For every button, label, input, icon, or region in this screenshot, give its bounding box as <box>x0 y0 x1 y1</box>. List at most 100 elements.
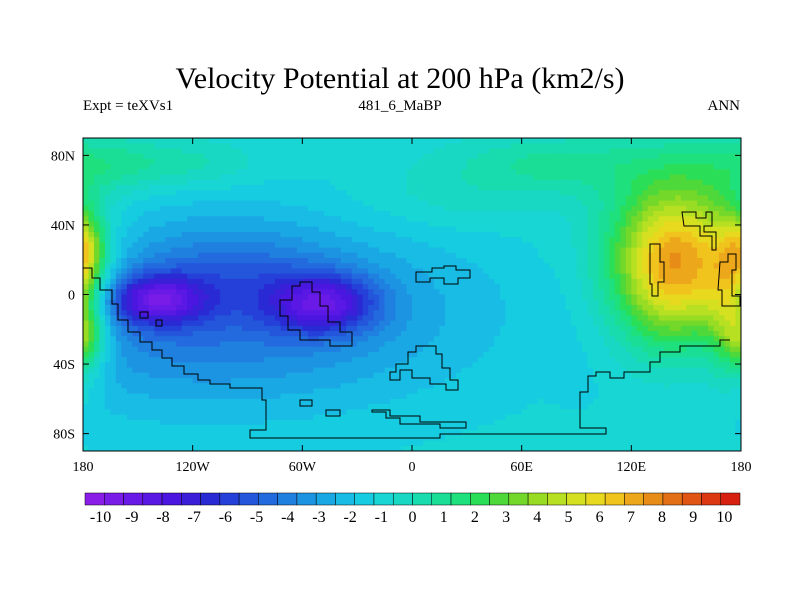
field-cell <box>379 195 386 202</box>
field-cell <box>252 315 260 322</box>
field-cell <box>154 138 161 144</box>
field-cell <box>560 153 567 160</box>
field-cell <box>176 221 183 228</box>
field-cell <box>181 299 188 306</box>
field-cell <box>653 195 660 202</box>
field-cell <box>181 174 188 181</box>
field-cell <box>280 216 287 223</box>
field-cell <box>159 174 166 181</box>
field-cell <box>170 315 177 322</box>
field-cell <box>538 174 545 181</box>
field-cell <box>115 242 122 249</box>
field-cell <box>362 252 369 259</box>
field-cell <box>439 216 446 223</box>
field-cell <box>159 273 166 280</box>
field-cell <box>269 273 276 280</box>
field-cell <box>620 320 627 327</box>
field-cell <box>499 158 506 165</box>
field-cell <box>587 310 594 316</box>
field-cell <box>220 205 227 212</box>
field-cell <box>571 284 578 290</box>
field-cell <box>302 237 309 243</box>
field-cell <box>719 304 726 311</box>
field-cell <box>697 169 704 176</box>
field-cell <box>708 169 715 176</box>
field-cell <box>143 221 150 228</box>
field-cell <box>280 221 287 228</box>
field-cell <box>242 153 249 160</box>
field-cell <box>581 273 589 280</box>
field-cell <box>401 315 408 322</box>
field-cell <box>351 221 358 228</box>
field-cell <box>302 190 309 196</box>
field-cell <box>384 148 391 155</box>
field-cell <box>560 221 567 228</box>
field-cell <box>132 169 139 176</box>
field-cell <box>335 179 342 186</box>
field-cell <box>581 278 589 285</box>
field-cell <box>280 299 287 306</box>
field-cell <box>439 331 446 337</box>
field-cell <box>285 304 292 311</box>
field-cell <box>598 184 605 191</box>
field-cell <box>104 184 112 191</box>
field-cell <box>664 247 671 254</box>
field-cell <box>697 247 704 254</box>
field-cell <box>198 278 205 285</box>
field-cell <box>444 252 451 259</box>
field-cell <box>603 304 610 311</box>
field-cell <box>148 221 155 228</box>
field-cell <box>324 336 331 343</box>
field-cell <box>170 143 177 150</box>
field-cell <box>636 310 643 316</box>
field-cell <box>121 263 128 270</box>
field-cell <box>560 216 567 223</box>
field-cell <box>170 341 177 348</box>
field-cell <box>658 190 665 196</box>
field-cell <box>357 237 364 243</box>
field-cell <box>658 179 665 186</box>
field-cell <box>170 304 177 311</box>
field-cell <box>532 143 539 150</box>
field-cell <box>708 143 715 150</box>
field-cell <box>713 299 720 306</box>
field-cell <box>247 143 254 150</box>
field-cell <box>450 325 457 332</box>
field-cell <box>713 320 720 327</box>
field-cell <box>340 310 347 316</box>
field-cell <box>115 346 122 353</box>
field-cell <box>242 289 249 296</box>
field-cell <box>203 263 210 270</box>
field-cell <box>483 331 490 337</box>
field-cell <box>148 268 155 275</box>
field-cell <box>598 138 605 144</box>
field-cell <box>587 336 594 343</box>
field-cell <box>620 153 627 160</box>
field-cell <box>159 294 166 301</box>
field-cell <box>379 346 386 353</box>
field-cell <box>669 247 676 254</box>
field-cell <box>549 148 556 155</box>
field-cell <box>598 294 605 301</box>
field-cell <box>499 273 506 280</box>
field-cell <box>302 200 309 207</box>
field-cell <box>598 242 605 249</box>
field-cell <box>581 247 589 254</box>
field-cell <box>444 184 451 191</box>
field-cell <box>401 231 408 238</box>
field-cell <box>280 341 287 348</box>
field-cell <box>642 205 649 212</box>
field-cell <box>631 179 638 186</box>
field-cell <box>444 174 451 181</box>
field-cell <box>592 148 600 155</box>
field-cell <box>406 325 413 332</box>
field-cell <box>636 263 643 270</box>
field-cell <box>719 242 726 249</box>
field-cell <box>115 148 122 155</box>
field-cell <box>472 216 479 223</box>
field-cell <box>285 226 292 233</box>
field-cell <box>318 351 325 358</box>
field-cell <box>99 289 106 296</box>
field-cell <box>428 257 435 264</box>
field-cell <box>198 263 205 270</box>
